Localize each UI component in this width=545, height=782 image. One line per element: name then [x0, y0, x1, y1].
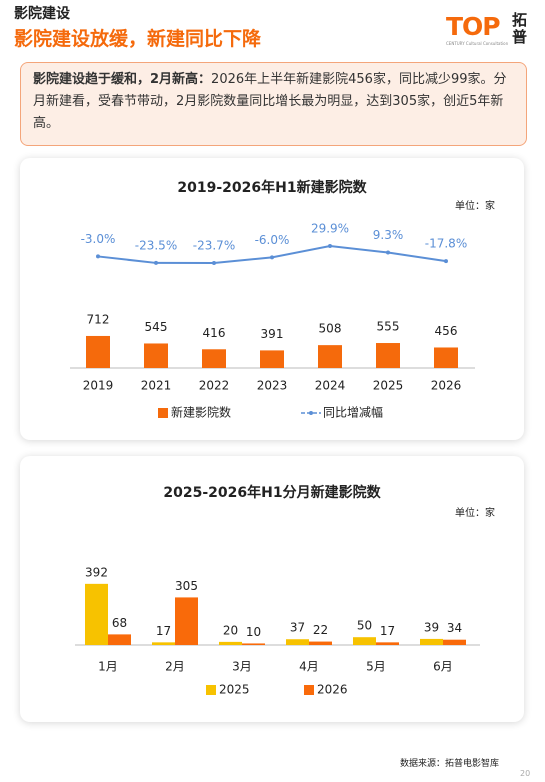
bar [260, 350, 284, 368]
x-tick-label: 2023 [257, 379, 288, 393]
x-tick-label: 1月 [98, 660, 118, 674]
chart-title: 2019-2026年H1新建影院数 [177, 179, 367, 196]
line-point [444, 259, 448, 264]
bar [286, 639, 309, 645]
page-title: 影院建设放缓，新建同比下降 [14, 28, 262, 50]
bar [202, 349, 226, 368]
line-point [154, 260, 158, 265]
bar [420, 638, 443, 645]
value-label: 17 [156, 624, 171, 638]
bar [86, 335, 110, 368]
line-point [212, 261, 216, 265]
section-label: 影院建设 [14, 6, 70, 22]
value-label: 22 [313, 623, 328, 637]
chart-card [20, 158, 524, 440]
bar [175, 597, 198, 645]
bar [108, 634, 131, 645]
x-tick-label: 5月 [366, 660, 386, 674]
bar [376, 343, 400, 368]
legend-swatch [206, 685, 216, 695]
value-label: 305 [175, 579, 198, 593]
bar [443, 639, 466, 645]
logo-cn: 拓普 [512, 11, 528, 46]
value-label: 68 [112, 616, 127, 630]
x-tick-label: 3月 [232, 660, 252, 674]
x-tick-label: 2026 [431, 379, 462, 393]
unit-label: 单位：家 [455, 199, 495, 212]
logo-en: CENTURY Cultural Consultation [446, 41, 509, 46]
legend-dot [309, 411, 313, 415]
summary-lead: 影院建设趋于缓和，2月新高： [33, 72, 212, 87]
unit-label: 单位：家 [455, 506, 495, 519]
legend-label: 2026 [317, 683, 348, 697]
value-label: 508 [319, 322, 342, 336]
bar [353, 637, 376, 645]
x-tick-label: 2019 [83, 379, 114, 393]
bar [85, 583, 108, 645]
value-label: 392 [85, 565, 108, 579]
legend-swatch [304, 685, 314, 695]
value-label: 545 [145, 320, 168, 334]
page-number: 20 [520, 769, 531, 778]
bar [376, 642, 399, 645]
value-label: -6.0% [255, 233, 290, 247]
value-label: 555 [377, 320, 400, 334]
logo-letters: TOP [446, 12, 501, 41]
bar [318, 345, 342, 368]
value-label: 39 [424, 620, 439, 634]
value-label: -17.8% [425, 237, 467, 251]
bar [219, 641, 242, 645]
value-label: -3.0% [81, 232, 116, 246]
chart-title: 2025-2026年H1分月新建影院数 [163, 484, 381, 501]
summary-box: 影院建设趋于缓和，2月新高：2026年上半年新建影院456家，同比减少99家。分… [20, 62, 527, 146]
line-point [328, 244, 332, 248]
x-tick-label: 6月 [433, 660, 453, 674]
value-label: 37 [290, 621, 305, 635]
bar [309, 641, 332, 645]
x-tick-label: 2月 [165, 660, 185, 674]
x-tick-label: 2024 [315, 379, 346, 393]
bar [434, 347, 458, 368]
line-point [96, 254, 100, 259]
legend-label: 新建影院数 [171, 405, 231, 420]
x-tick-label: 2025 [373, 379, 404, 393]
legend-swatch [158, 408, 168, 418]
value-label: 20 [223, 623, 238, 637]
value-label: 17 [380, 624, 395, 638]
value-label: 391 [261, 327, 284, 341]
value-label: 50 [357, 619, 372, 633]
value-label: 10 [246, 625, 261, 639]
x-tick-label: 4月 [299, 660, 319, 674]
value-label: -23.7% [193, 239, 235, 253]
line-point [386, 250, 390, 255]
legend-label: 同比增减幅 [323, 405, 383, 420]
bar [152, 642, 175, 645]
x-tick-label: 2022 [199, 379, 230, 393]
source: 数据来源：拓普电影智库 [400, 759, 500, 769]
line-point [270, 255, 274, 260]
bar [242, 643, 265, 645]
value-label: 416 [203, 326, 226, 340]
value-label: -23.5% [135, 238, 177, 252]
bar [144, 343, 168, 368]
legend-label: 2025 [219, 683, 250, 697]
value-label: 712 [87, 312, 110, 326]
value-label: 29.9% [311, 222, 349, 236]
value-label: 34 [447, 621, 462, 635]
summary-text: 2026年上半年新建影院456家，同比减少99家。分月新建看，受春节带动，2月影… [33, 72, 507, 131]
value-label: 9.3% [373, 228, 404, 242]
x-tick-label: 2021 [141, 379, 172, 393]
value-label: 456 [435, 324, 458, 338]
